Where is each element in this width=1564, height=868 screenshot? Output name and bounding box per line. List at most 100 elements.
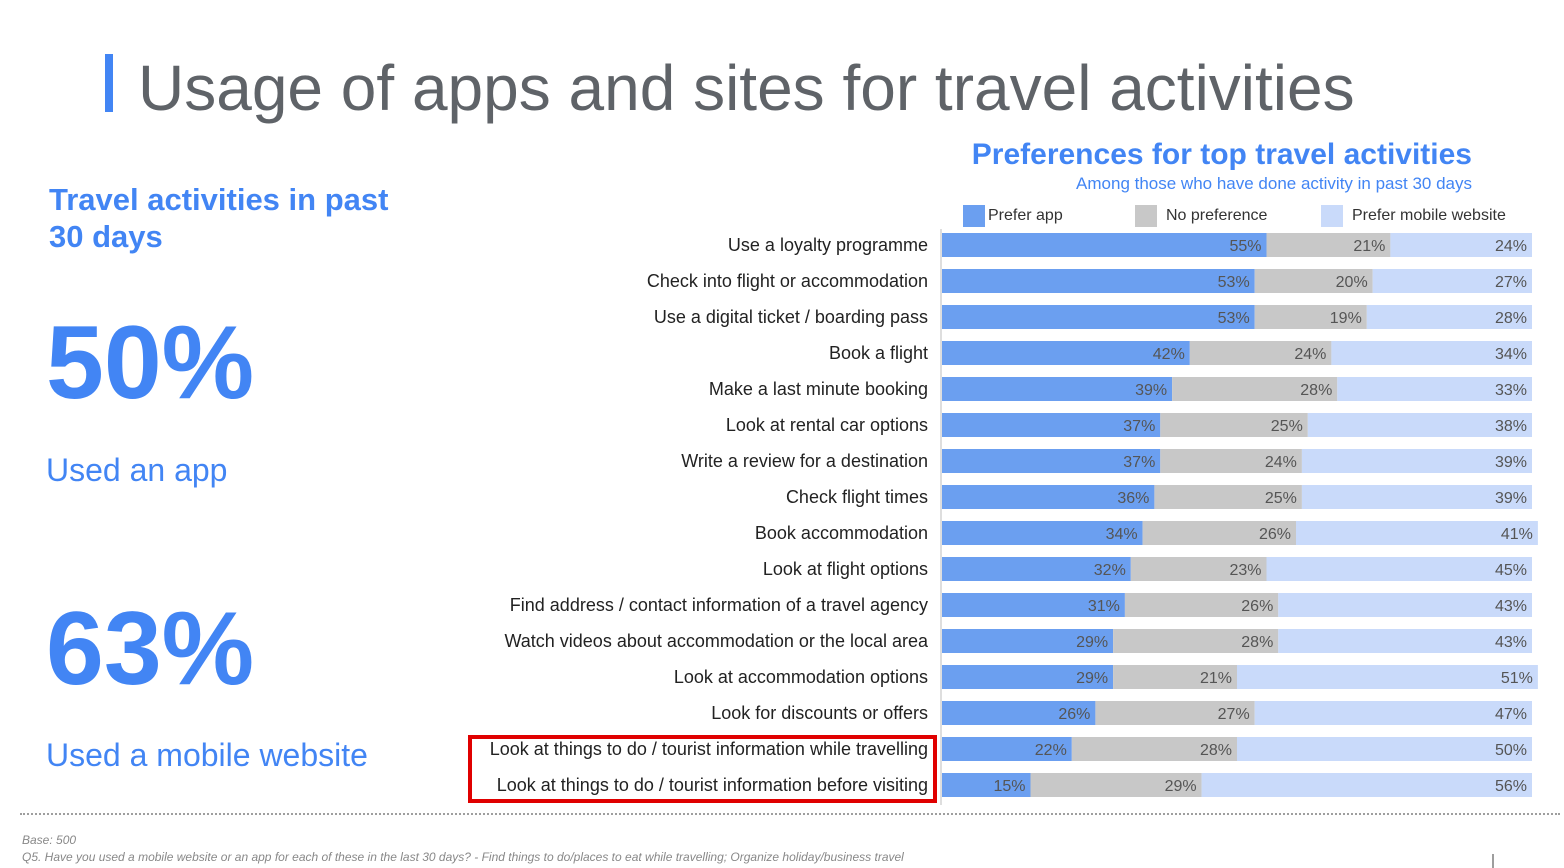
- bar-segment: [1237, 665, 1538, 689]
- bar-segment: [1071, 737, 1237, 761]
- legend-label: Prefer app: [988, 207, 1063, 224]
- data-label: 53%: [1218, 310, 1250, 327]
- bar-segment: [942, 341, 1190, 365]
- category-label: Look at rental car options: [726, 415, 928, 435]
- data-label: 23%: [1229, 562, 1261, 579]
- data-label: 15%: [993, 778, 1025, 795]
- category-label: Check into flight or accommodation: [647, 271, 928, 291]
- bar-segment: [1301, 485, 1532, 509]
- data-label: 39%: [1135, 382, 1167, 399]
- mobile-website-label: Used a mobile website: [46, 737, 368, 773]
- bar-segment: [942, 449, 1161, 473]
- app-usage-label: Used an app: [46, 452, 228, 488]
- category-label: Use a digital ticket / boarding pass: [654, 307, 928, 327]
- data-label: 21%: [1200, 670, 1232, 687]
- bar-segment: [1266, 233, 1391, 257]
- data-label: 51%: [1501, 670, 1533, 687]
- category-label: Check flight times: [786, 487, 928, 507]
- bar-segment: [1337, 377, 1532, 401]
- bar-segment: [1301, 449, 1532, 473]
- data-label: 39%: [1495, 454, 1527, 471]
- bar-segment: [1254, 269, 1373, 293]
- legend-label: Prefer mobile website: [1352, 207, 1506, 224]
- bar-segment: [1095, 701, 1255, 725]
- data-label: 43%: [1495, 598, 1527, 615]
- bar-segment: [1160, 413, 1308, 437]
- data-label: 31%: [1088, 598, 1120, 615]
- bar-segment: [1296, 521, 1538, 545]
- bar-segment: [1030, 773, 1202, 797]
- data-label: 41%: [1501, 526, 1533, 543]
- bar-segment: [1331, 341, 1532, 365]
- category-label: Look at things to do / tourist informati…: [497, 775, 928, 795]
- data-label: 24%: [1495, 238, 1527, 255]
- data-label: 29%: [1076, 634, 1108, 651]
- bar-segment: [942, 269, 1255, 293]
- bar-segment: [942, 629, 1114, 653]
- data-label: 28%: [1300, 382, 1332, 399]
- footnote-question: Q5. Have you used a mobile website or an…: [22, 850, 904, 864]
- bar-segment: [942, 521, 1143, 545]
- app-usage-stat: 50%: [46, 305, 255, 421]
- bar-segment: [1366, 305, 1532, 329]
- bar-segment: [1254, 701, 1532, 725]
- bar-segment: [942, 485, 1155, 509]
- bar-segment: [1189, 341, 1332, 365]
- bar-segment: [942, 557, 1131, 581]
- data-label: 26%: [1259, 526, 1291, 543]
- legend-prefer-mobile-website: Prefer mobile website: [1321, 205, 1506, 227]
- data-label: 20%: [1336, 274, 1368, 291]
- data-label: 22%: [1035, 742, 1067, 759]
- data-label: 43%: [1495, 634, 1527, 651]
- data-label: 55%: [1229, 238, 1261, 255]
- data-label: 39%: [1495, 490, 1527, 507]
- legend-no-preference: No preference: [1135, 205, 1267, 227]
- bar-segment: [1390, 233, 1532, 257]
- category-label: Make a last minute booking: [709, 379, 928, 399]
- data-label: 24%: [1265, 454, 1297, 471]
- data-label: 37%: [1123, 418, 1155, 435]
- data-label: 26%: [1241, 598, 1273, 615]
- bar-segment: [1172, 377, 1338, 401]
- data-label: 28%: [1241, 634, 1273, 651]
- category-label: Find address / contact information of a …: [510, 595, 928, 615]
- data-label: 19%: [1330, 310, 1362, 327]
- data-label: 45%: [1495, 562, 1527, 579]
- bar-segment: [1307, 413, 1532, 437]
- bar-segment: [1113, 629, 1279, 653]
- mobile-website-stat: 63%: [46, 591, 255, 707]
- category-label: Write a review for a destination: [681, 451, 928, 471]
- data-label: 32%: [1094, 562, 1126, 579]
- legend-swatch-no-preference: [1135, 205, 1157, 227]
- bar-segment: [942, 233, 1267, 257]
- category-label: Look at things to do / tourist informati…: [490, 739, 928, 759]
- data-label: 27%: [1495, 274, 1527, 291]
- category-label: Watch videos about accommodation or the …: [504, 631, 929, 651]
- bar-segment: [1130, 557, 1267, 581]
- bar-segment: [942, 413, 1161, 437]
- data-label: 37%: [1123, 454, 1155, 471]
- data-label: 56%: [1495, 778, 1527, 795]
- data-label: 34%: [1495, 346, 1527, 363]
- chart-title: Preferences for top travel activities: [971, 138, 1472, 171]
- bar-segment: [1160, 449, 1302, 473]
- data-label: 26%: [1058, 706, 1090, 723]
- category-label: Book a flight: [829, 343, 928, 363]
- footnote-base: Base: 500: [22, 833, 77, 847]
- bar-segment: [1142, 521, 1296, 545]
- data-label: 24%: [1294, 346, 1326, 363]
- legend-label: No preference: [1166, 207, 1268, 224]
- category-label: Look at flight options: [763, 559, 928, 579]
- bar-segment: [1278, 629, 1532, 653]
- data-label: 36%: [1117, 490, 1149, 507]
- bar-segment: [942, 377, 1173, 401]
- data-label: 50%: [1495, 742, 1527, 759]
- bar-segment: [1254, 305, 1367, 329]
- bar-segment: [942, 701, 1096, 725]
- bar-segment: [1201, 773, 1532, 797]
- title-accent-bar: [105, 54, 113, 112]
- legend-swatch-prefer-app: [963, 205, 985, 227]
- left-panel-heading: Travel activities in past 30 days: [49, 182, 389, 254]
- bar-segment: [1237, 737, 1532, 761]
- category-label: Book accommodation: [755, 523, 928, 543]
